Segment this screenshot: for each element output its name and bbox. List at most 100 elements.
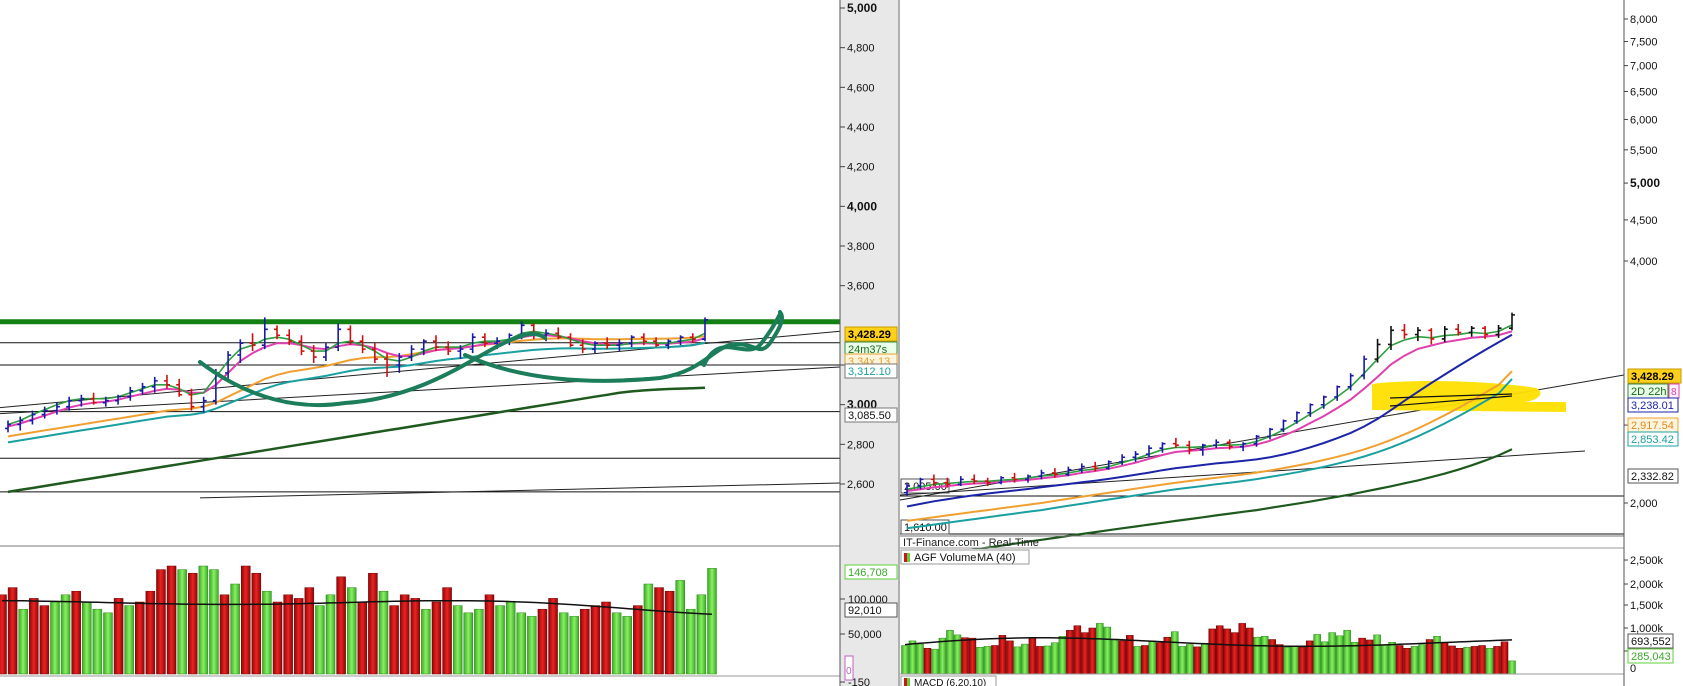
left-ohlc-bar — [420, 339, 427, 356]
left-ohlc-bar — [396, 353, 403, 373]
volume-legend[interactable]: AGF Volume MA (40) — [900, 549, 1030, 565]
left-price-panel[interactable] — [0, 0, 841, 546]
right-volume-bar — [1395, 645, 1404, 675]
left-volume-bar — [315, 605, 325, 675]
left-ohlc-bar — [29, 410, 36, 425]
left-volume-bar — [611, 612, 622, 675]
right-volume-bar — [1440, 642, 1449, 675]
left-volume-bar — [378, 590, 389, 675]
left-volume-bar — [272, 601, 283, 675]
right-ohlc-bar — [904, 482, 910, 497]
left-volume-bar — [113, 598, 124, 675]
right-volume-bar — [1111, 638, 1119, 675]
right-volume-bar — [961, 637, 969, 675]
right-volume-bar — [1238, 623, 1246, 675]
left-volume-bar — [527, 616, 537, 675]
left-cup-drawing — [198, 332, 547, 407]
right-ohlc-bar — [1132, 451, 1139, 462]
right-volume-bar — [1260, 636, 1269, 675]
right-ohlc-bar — [1495, 325, 1502, 338]
right-volume-bar — [968, 637, 977, 675]
left-volume-bar — [399, 594, 410, 675]
right-volume-panel[interactable]: AGF Volume MA (40) — [900, 549, 1624, 675]
right-axis-label: 8,000 — [1630, 14, 1658, 26]
right-price-panel[interactable]: 2,095.001,610.00 — [899, 0, 1625, 561]
left-last-price-label: 3,428.29 — [848, 329, 891, 341]
macd-legend[interactable]: MACD (6,20,10) — [900, 675, 997, 686]
left-ohlc-bar — [628, 335, 635, 348]
right-volume-axis-label: 2,500k — [1630, 555, 1664, 567]
right-volume-bar — [998, 635, 1007, 675]
right-ohlc-bar — [1401, 323, 1408, 339]
right-ohlc-bar — [1334, 385, 1341, 401]
left-ohlc-bar — [591, 341, 598, 354]
right-volume-bar — [1298, 647, 1306, 675]
left-volume-bar — [505, 601, 516, 675]
right-volume-bar — [1230, 632, 1239, 675]
right-price-axis[interactable]: 8,000 7,500 7,000 6,500 6,000 5,500 5,000 4,500… — [1623, 0, 1683, 686]
left-ohlc-bar — [261, 317, 268, 350]
right-ohlc-bars — [904, 312, 1515, 497]
left-volume-panel[interactable] — [0, 546, 840, 675]
left-volume-bar — [262, 590, 272, 675]
right-volume-ma-line — [904, 637, 1513, 648]
left-axis-label: 4,200 — [847, 162, 875, 174]
right-ma-blue-line — [906, 333, 1513, 508]
left-price-axis[interactable]: 5,000 4,800 4,600 4,400 4,200 4,000 3,800 3,600… — [839, 0, 900, 686]
left-volume-bar — [368, 572, 378, 675]
volume-legend-down-swatch — [904, 553, 907, 562]
left-volume-ma — [1, 599, 713, 616]
left-volume-bar — [29, 598, 39, 675]
left-volume-bar — [622, 616, 632, 675]
right-axis-label: 4,500 — [1630, 215, 1658, 227]
right-volume-bar — [1073, 625, 1082, 675]
right-volume-bar — [1148, 640, 1157, 675]
right-volume-bars — [901, 623, 1516, 675]
left-ma-value-label: 3,312.10 — [848, 366, 891, 378]
left-countdown-label: 24m37s — [848, 344, 888, 356]
right-ma-dark-label-box — [1627, 468, 1679, 484]
right-axis-label: 6,000 — [1630, 114, 1658, 126]
right-volume-bar — [1178, 646, 1187, 675]
left-volume-bar — [442, 587, 452, 675]
right-volume-bar — [1156, 642, 1164, 675]
left-volume-bar — [336, 576, 346, 675]
right-last-volume-label-box — [1627, 648, 1674, 664]
left-ohlc-bar — [310, 345, 317, 364]
right-ma-orange-label: 2,917.54 — [1631, 420, 1674, 432]
right-ohlc-bar — [1159, 442, 1166, 453]
left-axis-label: 2,600 — [847, 479, 875, 491]
right-ohlc-bar — [998, 476, 1005, 485]
left-volume-bar — [7, 587, 18, 675]
right-axis-labels: 8,000 7,500 7,000 6,500 6,000 5,500 5,000 4,500… — [1627, 14, 1682, 675]
left-zero-box — [844, 655, 854, 681]
left-volume-bar — [124, 605, 134, 675]
right-ohlc-bar — [1226, 439, 1233, 450]
source-label: IT-Finance.com - Real-Time — [903, 537, 1039, 549]
left-ohlc-bar — [53, 402, 60, 415]
left-volume-ma-line — [1, 599, 713, 616]
right-axis-label: 7,000 — [1630, 61, 1658, 73]
volume-legend-up-swatch — [907, 553, 910, 562]
right-highlight — [1372, 381, 1566, 412]
left-axis-label: 4,400 — [847, 122, 875, 134]
macd-legend-down-swatch — [904, 678, 907, 686]
right-ohlc-bar — [971, 474, 978, 485]
right-ohlc-bar — [1468, 326, 1475, 337]
left-volume-bar — [92, 608, 103, 675]
left-ohlc-bar — [17, 416, 24, 431]
left-volume-bar — [283, 594, 293, 675]
right-volume-axis-label: 1,500k — [1630, 600, 1664, 612]
right-price-background — [900, 0, 1624, 536]
right-ohlc-bar — [1441, 326, 1448, 343]
right-ohlc-bar — [1509, 312, 1515, 331]
right-ma-teal-label-box — [1627, 431, 1679, 447]
left-ohlc-bar — [579, 339, 586, 354]
left-moving-averages — [7, 330, 706, 494]
right-volume-bar — [1508, 660, 1516, 675]
left-volume-bar — [474, 608, 484, 675]
left-ohlc-bar — [139, 382, 146, 395]
right-volume-bar — [1328, 632, 1336, 675]
left-volume-bar — [71, 590, 81, 675]
